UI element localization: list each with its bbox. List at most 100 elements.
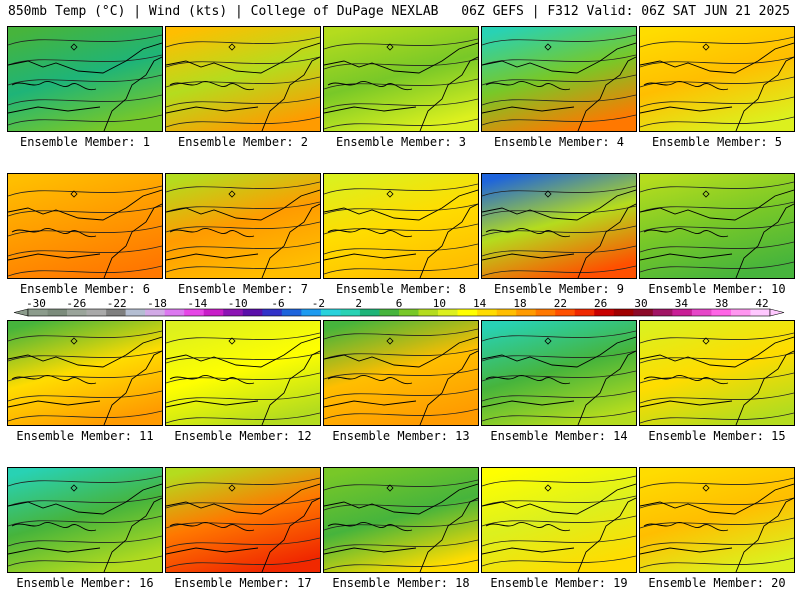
colorbar-swatch <box>262 309 283 316</box>
colorbar-swatch <box>86 309 107 316</box>
ensemble-member-map <box>323 26 479 132</box>
temperature-field <box>482 468 636 572</box>
height-contours <box>482 34 636 126</box>
colorbar-tick-label: -30 <box>26 297 46 310</box>
height-contours <box>640 36 794 128</box>
colorbar-swatch <box>594 309 615 316</box>
diamond-marker-icon <box>702 43 710 51</box>
diamond-marker-icon <box>228 484 236 492</box>
colorbar-swatch <box>672 309 693 316</box>
temperature-map-svg <box>8 27 162 131</box>
colorbar-swatch <box>320 309 341 316</box>
temperature-field <box>166 174 320 278</box>
temperature-field <box>166 468 320 572</box>
colorbar-swatch <box>457 309 478 316</box>
diamond-marker-icon <box>544 337 552 345</box>
colorbar-swatch <box>496 309 517 316</box>
temperature-field <box>166 27 320 131</box>
temperature-map-svg <box>166 468 320 572</box>
colorbar-swatch <box>652 309 673 316</box>
colorbar-tick-label: 2 <box>355 297 362 310</box>
colorbar-swatch <box>379 309 400 316</box>
temperature-field <box>482 174 636 278</box>
colorbar-swatch <box>223 309 244 316</box>
temperature-map-svg <box>482 27 636 131</box>
temperature-field <box>166 321 320 425</box>
temperature-map-svg <box>640 174 794 278</box>
colorbar-tick-label: -22 <box>107 297 127 310</box>
colorbar-swatch <box>691 309 712 316</box>
colorbar-swatch <box>574 309 595 316</box>
colorbar-swatch <box>633 309 654 316</box>
coastlines-borders <box>640 483 794 572</box>
temperature-map-svg <box>640 27 794 131</box>
colorbar-tick-label: 22 <box>554 297 567 310</box>
colorbar-tick-label: 26 <box>594 297 607 310</box>
diamond-marker-icon <box>70 43 78 51</box>
ensemble-member-map <box>165 26 321 132</box>
colorbar-tick-label: -26 <box>66 297 86 310</box>
diamond-marker-icon <box>228 337 236 345</box>
temperature-map-svg <box>482 321 636 425</box>
colorbar-swatch <box>125 309 146 316</box>
coastlines-borders <box>482 483 636 572</box>
height-contours <box>640 181 794 273</box>
colorbar-swatch <box>164 309 185 316</box>
colorbar-tick-label: 42 <box>755 297 768 310</box>
colorbar-swatch <box>203 309 224 316</box>
ensemble-member-label: Ensemble Member: 10 <box>648 282 786 296</box>
temperature-field <box>8 321 162 425</box>
coastlines-borders <box>166 189 320 278</box>
colorbar-swatch <box>555 309 576 316</box>
diamond-marker-icon <box>70 484 78 492</box>
coastlines-borders <box>482 42 636 131</box>
coastlines-borders <box>482 189 636 278</box>
height-contours <box>8 185 162 277</box>
colorbar-swatch <box>711 309 732 316</box>
ensemble-member-label: Ensemble Member: 14 <box>490 429 628 443</box>
ensemble-member-map <box>639 173 795 279</box>
temperature-field <box>482 321 636 425</box>
ensemble-member-label: Ensemble Member: 16 <box>16 576 154 590</box>
temperature-map-svg <box>482 174 636 278</box>
height-contours <box>8 475 162 567</box>
colorbar-tick-label: 38 <box>715 297 728 310</box>
temperature-field <box>482 27 636 131</box>
temperature-map-svg <box>324 174 478 278</box>
temperature-map-svg <box>324 468 478 572</box>
colorbar-tick-label: 34 <box>675 297 689 310</box>
ensemble-member-map <box>481 173 637 279</box>
ensemble-member-map <box>165 173 321 279</box>
colorbar-swatch <box>28 309 48 316</box>
coastlines-borders <box>640 42 794 131</box>
colorbar-tick-label: 6 <box>396 297 403 310</box>
temperature-map-svg <box>166 27 320 131</box>
ensemble-member-map <box>323 320 479 426</box>
product-title: 850mb Temp (°C) | Wind (kts) | College o… <box>8 4 439 19</box>
coastlines-borders <box>640 336 794 425</box>
diamond-marker-icon <box>544 43 552 51</box>
temperature-map-svg <box>166 174 320 278</box>
coastlines-borders <box>166 483 320 572</box>
ensemble-member-label: Ensemble Member: 12 <box>174 429 312 443</box>
diamond-marker-icon <box>544 190 552 198</box>
ensemble-member-label: Ensemble Member: 18 <box>332 576 470 590</box>
ensemble-member-label: Ensemble Member: 2 <box>177 135 309 149</box>
coastlines-borders <box>8 483 162 572</box>
ensemble-member-label: Ensemble Member: 13 <box>332 429 470 443</box>
colorbar-swatch <box>438 309 458 316</box>
ensemble-member-label: Ensemble Member: 1 <box>19 135 151 149</box>
diamond-marker-icon <box>228 190 236 198</box>
colorbar-swatch <box>730 309 751 316</box>
ensemble-member-map <box>7 173 163 279</box>
colorbar-right-arrow-icon <box>769 308 785 317</box>
coastlines-borders <box>8 42 162 131</box>
temperature-map-svg <box>8 174 162 278</box>
coastlines-borders <box>8 189 162 278</box>
temperature-map-svg <box>324 321 478 425</box>
diamond-marker-icon <box>702 337 710 345</box>
temperature-field <box>640 27 794 131</box>
colorbar-swatch <box>301 309 322 316</box>
temperature-field <box>324 321 478 425</box>
colorbar-swatch <box>477 309 497 316</box>
